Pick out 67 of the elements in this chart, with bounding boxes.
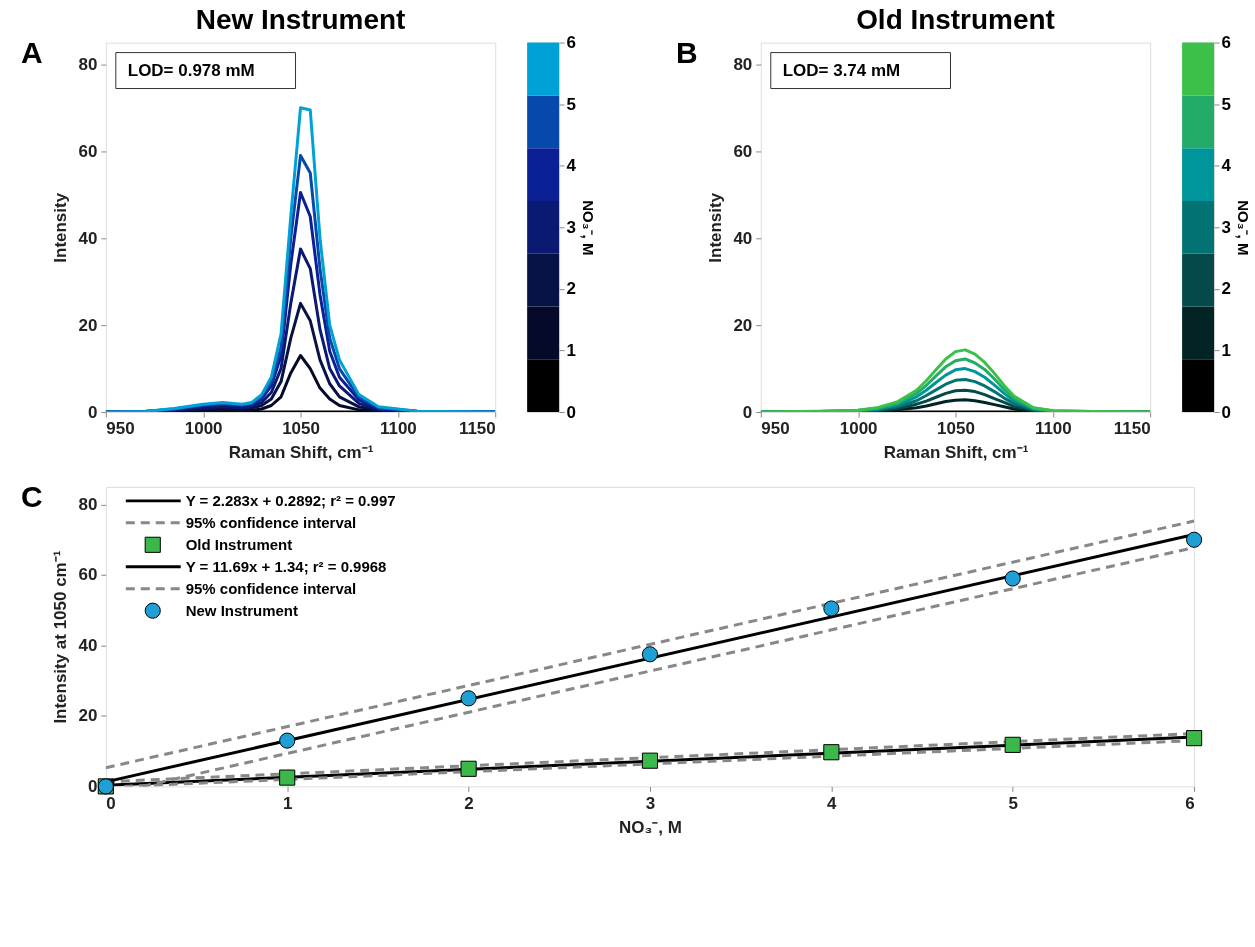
y-tick-label: 80	[78, 54, 98, 74]
x-axis-title: Raman Shift, cm⁻¹	[883, 443, 1029, 463]
y-tick-label: 60	[733, 141, 753, 161]
x-tick-label: 1150	[1113, 419, 1151, 439]
y-tick-label: 40	[78, 635, 98, 655]
color-bar-label: 4	[1221, 156, 1232, 176]
x-tick-label: 1	[282, 793, 293, 813]
x-tick-label: 950	[106, 419, 135, 439]
y-tick-label: 20	[78, 315, 98, 335]
y-tick-label: 0	[742, 402, 753, 422]
y-tick-label: 0	[87, 402, 98, 422]
text: A	[20, 35, 43, 69]
x-tick-label: 2	[464, 793, 474, 813]
color-bar-label: 1	[566, 340, 577, 360]
legend-label: 95% confidence interval	[185, 513, 357, 531]
color-bar-label: 5	[566, 94, 577, 114]
y-tick-label: 60	[78, 565, 98, 585]
x-axis-title: NO₃⁻, M	[619, 817, 682, 837]
annotation: LOD= 0.978 mM	[127, 60, 255, 80]
x-tick-label: 5	[1008, 793, 1018, 813]
x-axis-title: Raman Shift, cm⁻¹	[228, 443, 374, 463]
color-bar-label: 3	[1221, 217, 1231, 237]
color-bar-label: 6	[1221, 33, 1231, 53]
legend-label: Y = 11.69x + 1.34; r² = 0.9968	[185, 557, 387, 575]
y-tick-label: 20	[78, 706, 98, 726]
y-axis-title: Intensity	[706, 192, 726, 263]
y-tick-label: 60	[78, 141, 98, 161]
chart-title: New Instrument	[195, 3, 406, 35]
x-tick-label: 3	[645, 793, 656, 813]
y-tick-label: 80	[78, 495, 98, 515]
color-bar-title: NO₃⁻, M	[580, 200, 598, 256]
x-tick-label: 4	[827, 793, 838, 813]
x-tick-label: 1100	[379, 419, 417, 439]
chart-title: Old Instrument	[856, 3, 1055, 35]
legend-label: 95% confidence interval	[185, 579, 357, 597]
x-tick-label: 1100	[1034, 419, 1072, 439]
x-tick-label: 1000	[839, 419, 878, 439]
y-tick-label: 0	[87, 776, 98, 796]
color-bar-label: 2	[1221, 279, 1231, 299]
color-bar-label: 6	[566, 33, 577, 53]
color-bar-label: 3	[566, 217, 577, 237]
y-tick-label: 80	[733, 54, 753, 74]
color-bar-label: 0	[566, 402, 577, 422]
x-tick-label: 1050	[937, 419, 975, 439]
text: C	[20, 479, 43, 513]
x-tick-label: 1050	[282, 419, 320, 439]
legend-label: Old Instrument	[185, 535, 293, 553]
color-bar-label: 0	[1221, 402, 1231, 422]
color-bar-label: 5	[1221, 94, 1231, 114]
color-bar-label: 2	[566, 279, 577, 299]
legend-label: Y = 2.283x + 0.2892; r² = 0.997	[185, 491, 396, 509]
color-bar-title: NO₃⁻, M	[1234, 200, 1252, 256]
y-axis-title: Intensity	[51, 192, 71, 263]
x-tick-label: 1150	[458, 419, 496, 439]
text: B	[675, 35, 698, 69]
color-bar-label: 4	[566, 156, 577, 176]
x-tick-label: 1000	[184, 419, 223, 439]
x-tick-label: 0	[106, 793, 116, 813]
y-tick-label: 40	[733, 228, 753, 248]
legend-label: New Instrument	[185, 601, 298, 619]
annotation: LOD= 3.74 mM	[782, 60, 901, 80]
y-axis-title: Intensity at 1050 cm⁻¹	[51, 550, 71, 724]
color-bar-label: 1	[1221, 340, 1231, 360]
x-tick-label: 950	[761, 419, 790, 439]
x-tick-label: 6	[1185, 793, 1195, 813]
y-tick-label: 40	[78, 228, 98, 248]
y-tick-label: 20	[733, 315, 753, 335]
